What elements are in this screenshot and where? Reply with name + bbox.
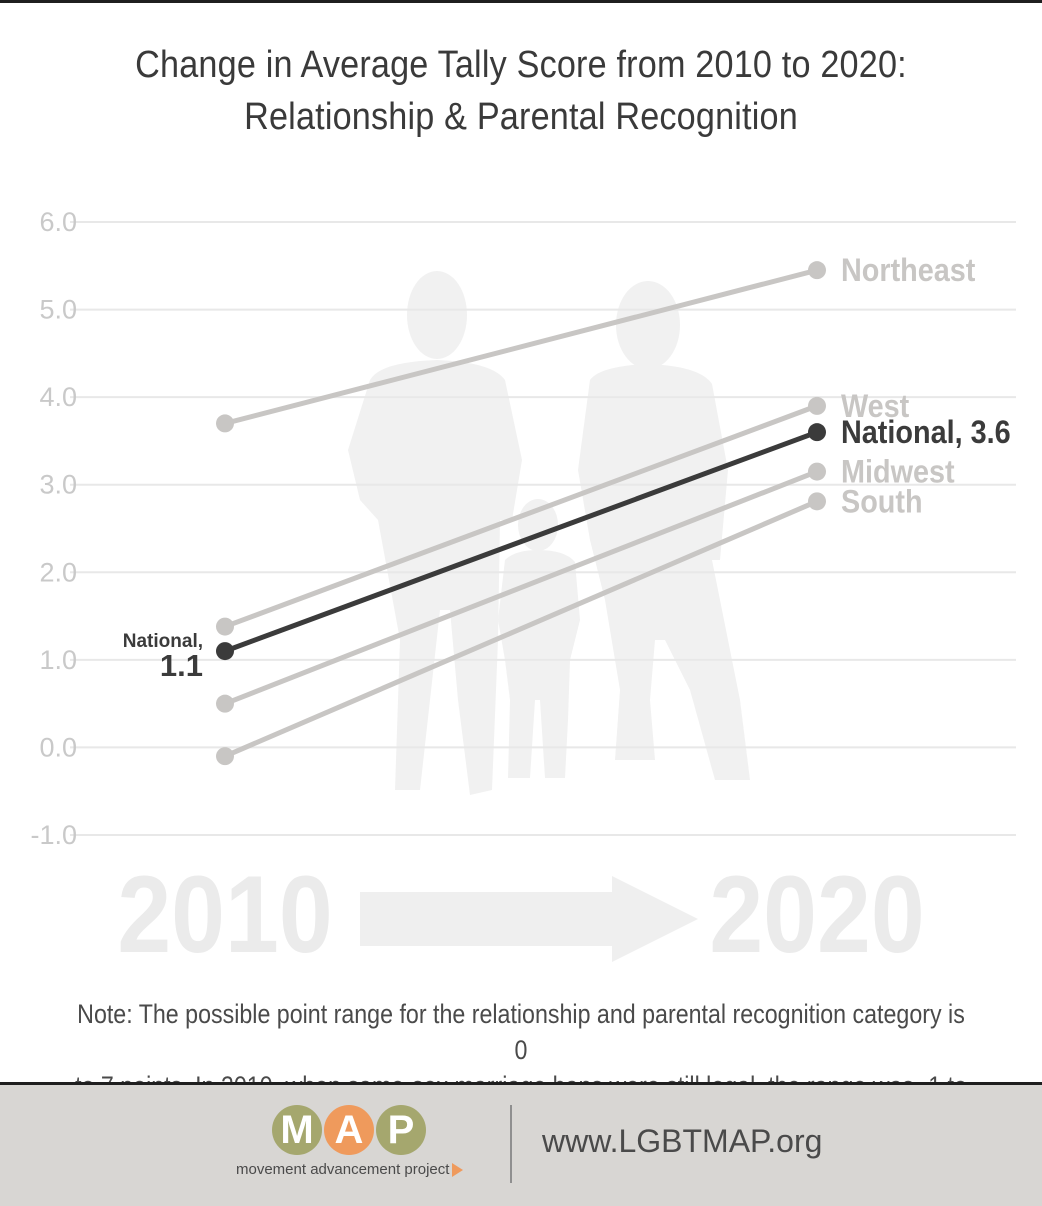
point-2010-northeast [216,414,234,433]
series-line-national [224,429,818,654]
play-arrow-icon [452,1163,464,1178]
logo-letter-m: M [272,1105,322,1155]
top-rule [0,0,1042,3]
logo-tagline-text: movement advancement project [236,1161,450,1178]
y-axis: 6.0 5.0 4.0 3.0 2.0 1.0 0.0 -1.0 [30,207,77,850]
series-line-midwest [224,469,818,706]
map-logo[interactable]: M A P movement advancement project [236,1105,481,1190]
website-link[interactable]: www.LGBTMAP.org [542,1123,823,1159]
chart-title-line1: Change in Average Tally Score from 2010 … [135,44,907,86]
watermark-arrow-icon [360,876,698,962]
y-tick-label: -1.0 [30,820,77,850]
y-tick-label: 3.0 [39,470,77,500]
point-2020-national [808,423,826,442]
line-chart: 2010 2020 6.0 5.0 4.0 3.0 2.0 1.0 0.0 -1.0 Nort… [30,207,1016,975]
logo-letter-a: A [324,1105,374,1155]
y-tick-label: 5.0 [39,295,77,325]
series-label-south: South [841,484,923,520]
national-2010-value: 1.1 [160,648,203,683]
logo-letter-p: P [376,1105,426,1155]
footer: M A P movement advancement project www.L… [0,1085,1042,1206]
national-2010-label: National, [123,631,203,652]
point-2020-west [808,396,826,415]
series-label-west: West [841,389,909,425]
y-tick-label: 0.0 [39,732,77,762]
y-tick-label: 1.0 [39,645,77,675]
point-2020-midwest [808,462,826,481]
note-line1: Note: The possible point range for the r… [77,999,965,1065]
logo-badges: M A P [272,1105,428,1155]
series-line-south [224,499,818,759]
chart-title-line2: Relationship & Parental Recognition [244,96,798,138]
series-line-west [224,403,818,629]
point-2020-northeast [808,261,826,280]
series-label-northeast: Northeast [841,253,975,289]
series-label-national: National, 3.6 [841,415,1011,451]
point-2020-south [808,492,826,511]
y-tick-label: 4.0 [39,382,77,412]
series [216,261,826,766]
footer-rule [0,1082,1042,1085]
logo-tagline: movement advancement project [236,1161,464,1178]
grid [70,221,1016,836]
watermark-year-start: 2010 [117,852,332,975]
y-tick-label: 6.0 [39,207,77,237]
watermark-year-end: 2020 [709,852,924,975]
point-2010-midwest [216,694,234,713]
point-2010-west [216,617,234,636]
point-2010-national [216,642,234,661]
y-tick-label: 2.0 [39,557,77,587]
point-2010-south [216,747,234,766]
series-line-northeast [224,267,818,426]
series-label-midwest: Midwest [841,454,955,490]
footer-divider [510,1105,512,1183]
